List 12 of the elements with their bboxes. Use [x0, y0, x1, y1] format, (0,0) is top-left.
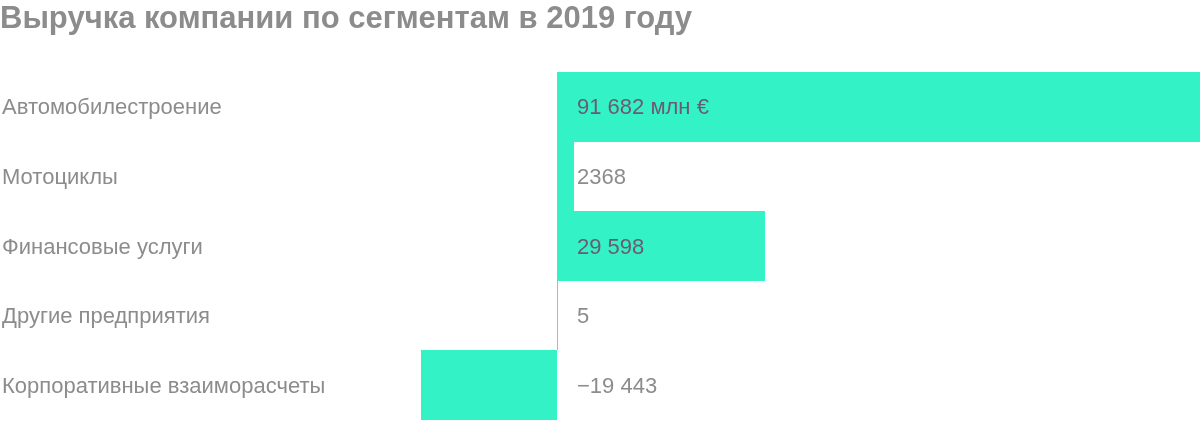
y-tick-label: Мотоциклы — [2, 164, 118, 189]
data-label: 2368 — [577, 164, 626, 189]
data-label: −19 443 — [577, 373, 658, 398]
y-tick-label: Финансовые услуги — [2, 234, 203, 259]
data-label: 29 598 — [577, 234, 645, 259]
bar — [421, 350, 557, 420]
y-tick-label: Другие предприятия — [2, 303, 210, 328]
data-label: 5 — [577, 303, 590, 328]
chart-title: Выручка компании по сегментам в 2019 году — [0, 0, 693, 36]
data-label: 91 682 млн € — [577, 94, 709, 119]
y-tick-label: Корпоративные взаиморасчеты — [2, 373, 326, 398]
y-tick-label: Автомобилестроение — [2, 94, 222, 119]
